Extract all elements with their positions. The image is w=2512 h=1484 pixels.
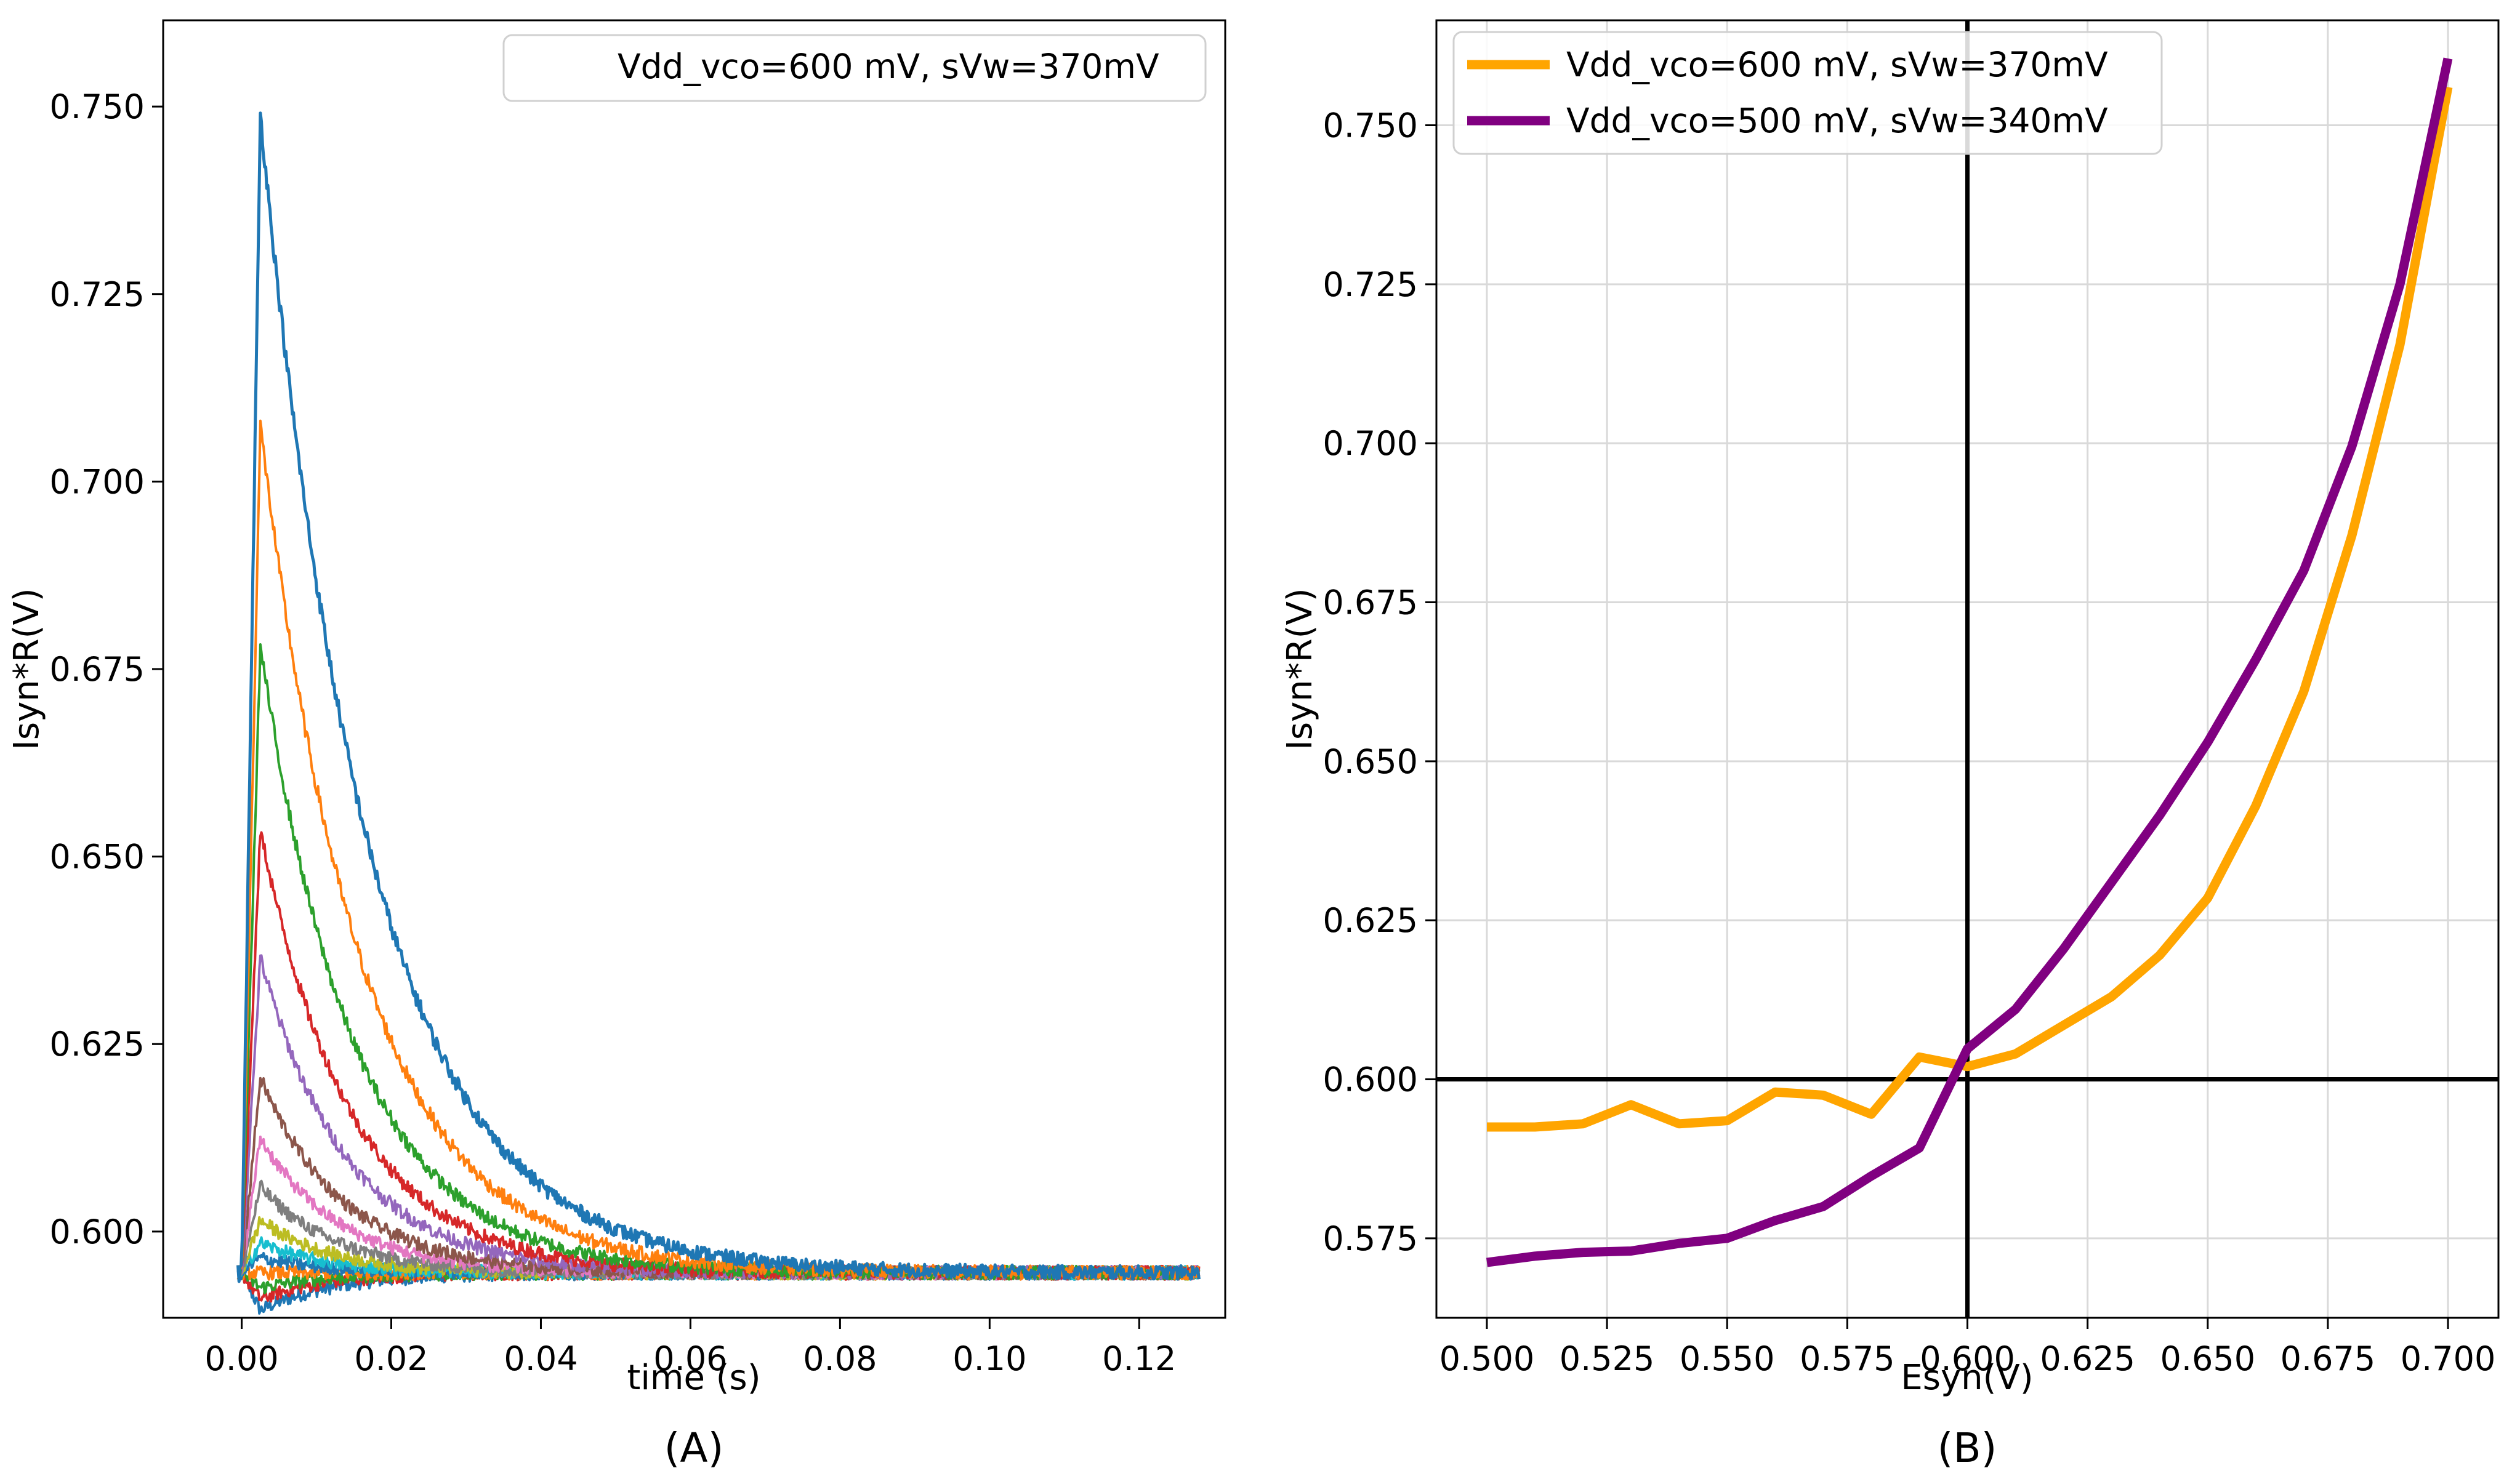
panel-a-y-tick-label: 0.600	[49, 1213, 145, 1251]
panel-b-x-tick-label: 0.500	[1439, 1339, 1535, 1378]
panel-b-y-tick-label: 0.725	[1322, 265, 1418, 304]
panel-a-x-tick-label: 0.10	[952, 1339, 1026, 1378]
panel-a-y-tick-label: 0.700	[49, 462, 145, 501]
panel-a-y-tick-label: 0.750	[49, 87, 145, 126]
panel-b-reference-lines	[1436, 20, 2498, 1318]
panel-b-series-group	[1486, 57, 2453, 1267]
panel-b-x-tick-label: 0.600	[1920, 1339, 2015, 1378]
panel-a-y-tick-label: 0.725	[49, 275, 145, 314]
panel-b-legend-entry-purple: Vdd_vco=500 mV, sVw=340mV	[1566, 101, 2108, 140]
panel-b-legend-box	[1452, 31, 2163, 155]
panel-a-y-ticks: 0.600 0.625 0.650 0.675 0.700 0.725 0.750	[49, 87, 163, 1251]
panel-a-chart: 0.00 0.02 0.04 0.06 0.08 0.10 0.12 0.6000.6250…	[7, 19, 1226, 1472]
panel-b-x-ticks: 0.500 0.525 0.550 0.575 0.600 0.625 0.650 0.675…	[1439, 1318, 2496, 1378]
panel-b-y-tick-label: 0.625	[1322, 901, 1418, 940]
panel-a-x-ticks: 0.00 0.02 0.04 0.06 0.08 0.10 0.12	[204, 1318, 1176, 1378]
panel-a-x-tick-label: 0.02	[354, 1339, 428, 1378]
panel-a-x-tick-label: 0.06	[653, 1339, 727, 1378]
panel-b-series-line-orange	[1487, 86, 2453, 1132]
panel-b-y-ticks: 0.575 0.600 0.625 0.650 0.675 0.700 0.725 0.750	[1322, 106, 1436, 1258]
panel-b-x-tick-label: 0.700	[2401, 1339, 2496, 1378]
panel-b-legend: Vdd_vco=600 mV, sVw=370mV Vdd_vco=500 mV…	[1452, 31, 2163, 155]
panel-a-series-group	[236, 111, 1201, 1315]
panel-a-series-line	[236, 111, 1201, 1283]
panel-a-y-tick-label: 0.675	[49, 650, 145, 689]
panel-a-series-line	[236, 419, 1201, 1281]
panel-b-x-tick-label: 0.525	[1560, 1339, 1655, 1378]
panel-b-y-tick-label: 0.575	[1322, 1219, 1418, 1258]
panel-b-y-tick-label: 0.675	[1322, 584, 1418, 622]
panel-b-x-tick-label: 0.650	[2160, 1339, 2255, 1378]
panel-a-legend-box	[502, 34, 1207, 102]
panel-a-x-tick-label: 0.00	[204, 1339, 278, 1378]
panel-b-y-tick-label: 0.750	[1322, 106, 1418, 145]
panel-a-legend: Vdd_vco=600 mV, sVw=370mV	[502, 34, 1207, 102]
panel-b-x-axis-label: Esyn(V)	[1901, 1358, 2033, 1398]
panel-b-x-tick-label: 0.625	[2040, 1339, 2135, 1378]
panel-b-x-tick-label: 0.675	[2281, 1339, 2376, 1378]
panel-b-y-tick-label: 0.650	[1322, 742, 1418, 781]
panel-a-x-tick-label: 0.04	[504, 1339, 578, 1378]
panel-b-chart: 0.500 0.525 0.550 0.575 0.600 0.625 0.650 0.675…	[1280, 19, 2500, 1472]
panel-a-x-tick-label: 0.08	[803, 1339, 877, 1378]
panel-b-legend-entry-orange: Vdd_vco=600 mV, sVw=370mV	[1566, 45, 2108, 84]
panel-b-x-tick-label: 0.575	[1800, 1339, 1895, 1378]
panel-a-legend-entry: Vdd_vco=600 mV, sVw=370mV	[618, 47, 1159, 86]
panel-b-y-tick-label: 0.700	[1322, 424, 1418, 463]
panel-a-x-tick-label: 0.12	[1102, 1339, 1176, 1378]
panel-a-y-axis-label: Isyn*R(V)	[7, 588, 47, 750]
panel-b-y-tick-label: 0.600	[1322, 1061, 1418, 1099]
panel-a-caption: (A)	[664, 1424, 724, 1472]
panel-b-caption: (B)	[1938, 1424, 1997, 1472]
panel-b-x-tick-label: 0.550	[1680, 1339, 1775, 1378]
panel-a-y-tick-label: 0.650	[49, 838, 145, 876]
panel-b-y-axis-label: Isyn*R(V)	[1280, 588, 1320, 750]
panel-a-y-tick-label: 0.625	[49, 1025, 145, 1064]
panel-b-series-line-purple	[1486, 57, 2453, 1267]
panel-a-x-axis-label: time (s)	[627, 1358, 760, 1398]
